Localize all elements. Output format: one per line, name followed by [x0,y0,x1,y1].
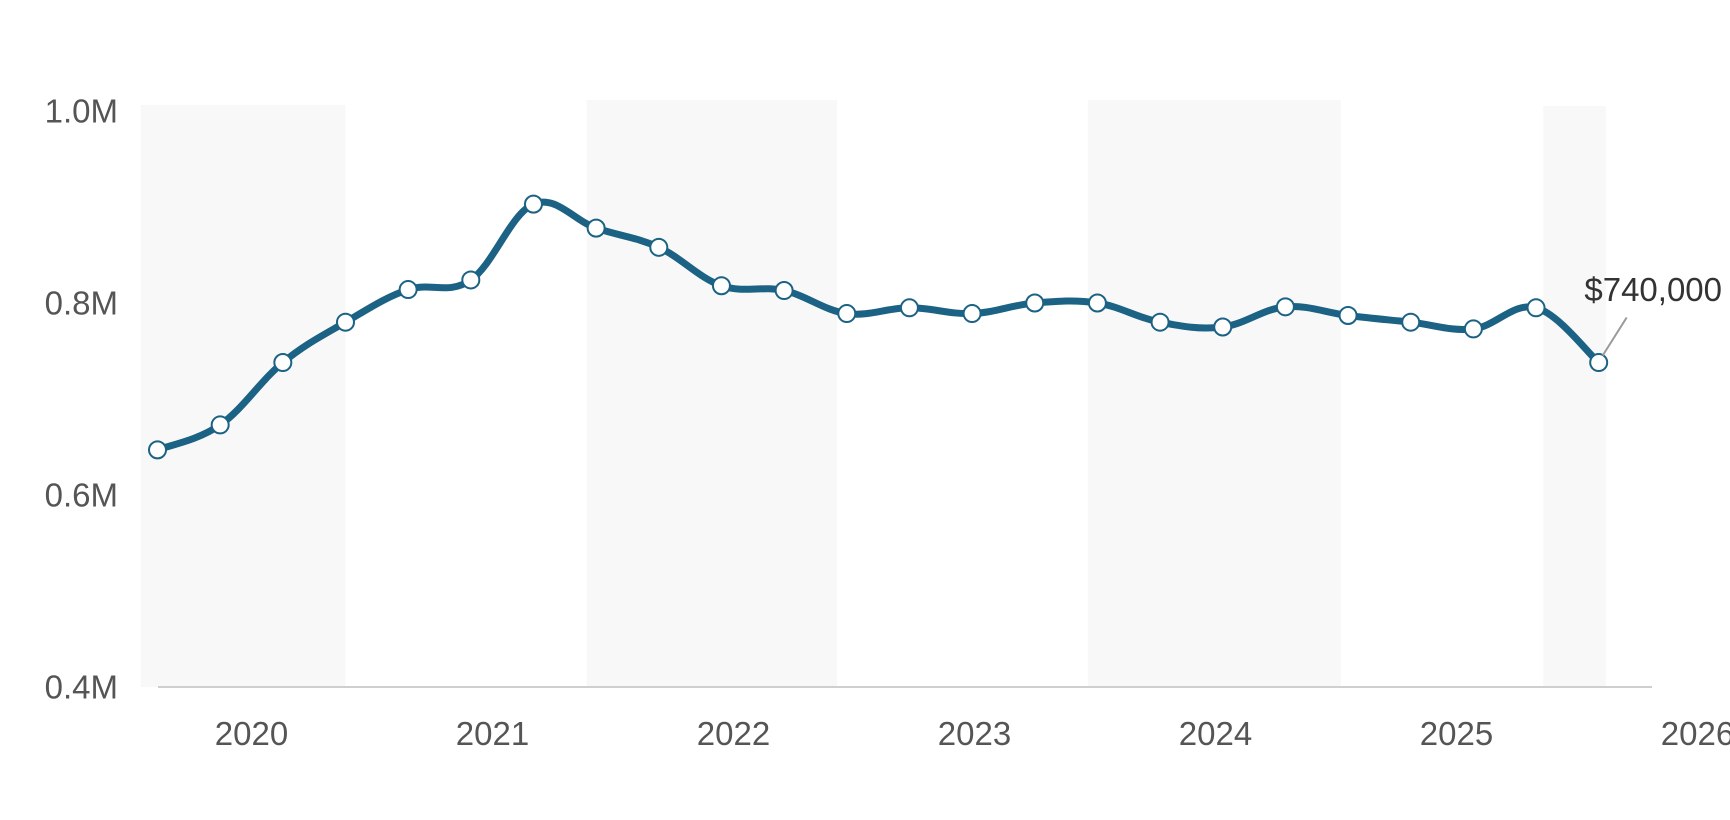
data-point [711,276,731,296]
data-point [148,440,168,460]
shaded-band-2 [586,100,838,687]
data-point [1463,319,1483,339]
data-point [1213,317,1233,337]
data-point [273,353,293,373]
data-point [398,280,418,300]
data-point [1025,293,1045,313]
data-point [1589,353,1609,373]
y-tick-label: 0.4M [45,669,118,706]
callout-leader-line [1601,316,1628,357]
data-point [1401,312,1421,332]
x-tick-label: 2025 [1420,715,1493,752]
data-point [837,304,857,324]
value-callout: $740,000 [1584,271,1722,357]
shaded-band-1 [140,105,346,687]
y-tick-label: 0.8M [45,285,118,322]
shaded-bands [140,100,1606,687]
data-point [335,312,355,332]
data-point [1087,293,1107,313]
data-point [962,304,982,324]
data-point [210,415,230,435]
y-axis-tick-labels: 1.0M 0.8M 0.6M 0.4M [45,93,118,706]
y-tick-label: 1.0M [45,93,118,130]
x-tick-label: 2026 [1661,715,1730,752]
x-tick-label: 2022 [697,715,770,752]
data-point [1526,298,1546,318]
data-point [523,194,543,214]
x-tick-label: 2020 [215,715,288,752]
y-tick-label: 0.6M [45,477,118,514]
shaded-band-3 [1087,100,1341,687]
series [154,198,1603,454]
callout-value-label: $740,000 [1584,271,1722,308]
data-point [461,270,481,290]
data-point [649,237,669,257]
data-point [774,281,794,301]
data-point [586,218,606,238]
data-point [1150,312,1170,332]
x-tick-label: 2023 [938,715,1011,752]
data-point [899,298,919,318]
series-line [154,198,1603,454]
shaded-band-4 [1543,106,1606,687]
data-point [1275,297,1295,317]
x-tick-label: 2021 [456,715,529,752]
data-point-markers [148,194,1609,460]
x-axis-tick-labels: 2020 2021 2022 2023 2024 2025 2026 [215,715,1730,752]
x-tick-label: 2024 [1179,715,1252,752]
data-point [1338,305,1358,325]
